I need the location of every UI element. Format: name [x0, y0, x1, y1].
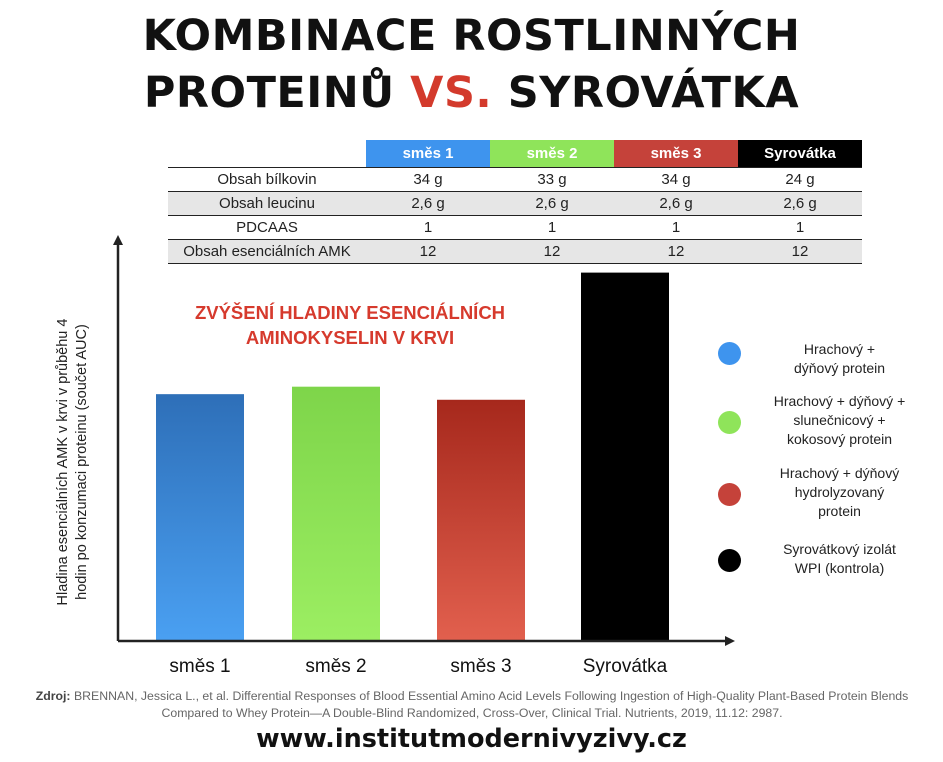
chart-annotation: ZVÝŠENÍ HLADINY ESENCIÁLNÍCH AMINOKYSELI… — [150, 300, 550, 350]
row-label: Obsah bílkovin — [168, 167, 366, 192]
legend-label: Hrachový + dýňový + slunečnicový + kokos… — [773, 393, 906, 447]
column-header: směs 1 — [366, 140, 490, 168]
legend-item: Hrachový + dýňový protein — [700, 340, 940, 400]
bars-group — [156, 272, 669, 641]
legend-label: Syrovátkový izolát WPI (kontrola) — [783, 541, 896, 576]
table-cell: 12 — [366, 239, 490, 264]
table-cell: 34 g — [366, 167, 490, 192]
table-row: Obsah leucinu 2,6 g 2,6 g 2,6 g 2,6 g — [168, 191, 862, 216]
table-cell: 2,6 g — [490, 191, 614, 216]
table-cell: 1 — [490, 215, 614, 240]
y-axis-label-line-1: Hladina esenciálních AMK v krvi v průběh… — [55, 318, 71, 606]
legend-item: Syrovátkový izolát WPI (kontrola) — [700, 540, 940, 600]
title-vs: VS. — [410, 68, 493, 118]
annotation-line-2: AMINOKYSELIN V KRVI — [245, 327, 455, 348]
x-tick-label: Syrovátka — [582, 656, 668, 677]
table-cell: 12 — [490, 239, 614, 264]
table-cell: 24 g — [738, 167, 862, 192]
legend-swatch — [718, 411, 741, 434]
x-tick-label: směs 1 — [169, 656, 231, 677]
bar-2 — [292, 386, 380, 641]
website-url: www.institutmodernivyzivy.cz — [256, 724, 687, 754]
bar-1 — [156, 394, 244, 641]
table-cell: 1 — [738, 215, 862, 240]
table-cell: 2,6 g — [738, 191, 862, 216]
table-cell: 2,6 g — [366, 191, 490, 216]
table-cell: 34 g — [614, 167, 738, 192]
table-cell: 12 — [614, 239, 738, 264]
title-line-1: KOMBINACE ROSTLINNÝCH — [142, 11, 801, 61]
legend-swatch — [718, 342, 741, 365]
table-row: PDCAAS 1 1 1 1 — [168, 215, 862, 240]
row-label: Obsah esenciálních AMK — [168, 239, 366, 264]
bar-4 — [581, 272, 669, 641]
table-cell: 1 — [614, 215, 738, 240]
y-axis-label-line-2: hodin po konzumaci proteinu (součet AUC) — [74, 324, 90, 600]
legend-item: Hrachový + dýňový + slunečnicový + kokos… — [700, 392, 940, 452]
column-header: směs 3 — [614, 140, 738, 168]
table-row: Obsah bílkovin 34 g 33 g 34 g 24 g — [168, 167, 862, 192]
annotation-line-1: ZVÝŠENÍ HLADINY ESENCIÁLNÍCH — [194, 302, 506, 323]
table-header-row: směs 1 směs 2 směs 3 Syrovátka — [168, 140, 862, 168]
legend-item: Hrachový + dýňový hydrolyzovaný protein — [700, 464, 940, 524]
source-text: BRENNAN, Jessica L., et al. Differential… — [73, 689, 909, 720]
x-tick-label: směs 3 — [450, 656, 512, 677]
title-whey: SYROVÁTKA — [507, 68, 800, 118]
table-cell: 2,6 g — [614, 191, 738, 216]
column-header: směs 2 — [490, 140, 614, 168]
legend-label: Hrachový + dýňový hydrolyzovaný protein — [779, 465, 900, 519]
row-label: PDCAAS — [168, 215, 366, 240]
table-cell: 33 g — [490, 167, 614, 192]
comparison-table: směs 1 směs 2 směs 3 Syrovátka Obsah bíl… — [168, 140, 862, 264]
legend-swatch — [718, 549, 741, 572]
column-header: Syrovátka — [738, 140, 862, 168]
row-label: Obsah leucinu — [168, 191, 366, 216]
legend-swatch — [718, 483, 741, 506]
x-tick-label: směs 2 — [305, 656, 367, 677]
y-axis-label: Hladina esenciálních AMK v krvi v průběh… — [54, 171, 98, 753]
title-line-2: PROTEINŮ VS. SYROVÁTKA — [0, 67, 943, 119]
source-label: Zdroj: — [35, 689, 71, 703]
table-row: Obsah esenciálních AMK 12 12 12 12 — [168, 239, 862, 264]
source-citation: Zdroj: BRENNAN, Jessica L., et al. Diffe… — [26, 688, 918, 722]
table-cell: 1 — [366, 215, 490, 240]
bar-3 — [437, 399, 525, 641]
title-proteins: PROTEINŮ — [143, 68, 395, 118]
legend-label: Hrachový + dýňový protein — [793, 341, 886, 376]
table-cell: 12 — [738, 239, 862, 264]
